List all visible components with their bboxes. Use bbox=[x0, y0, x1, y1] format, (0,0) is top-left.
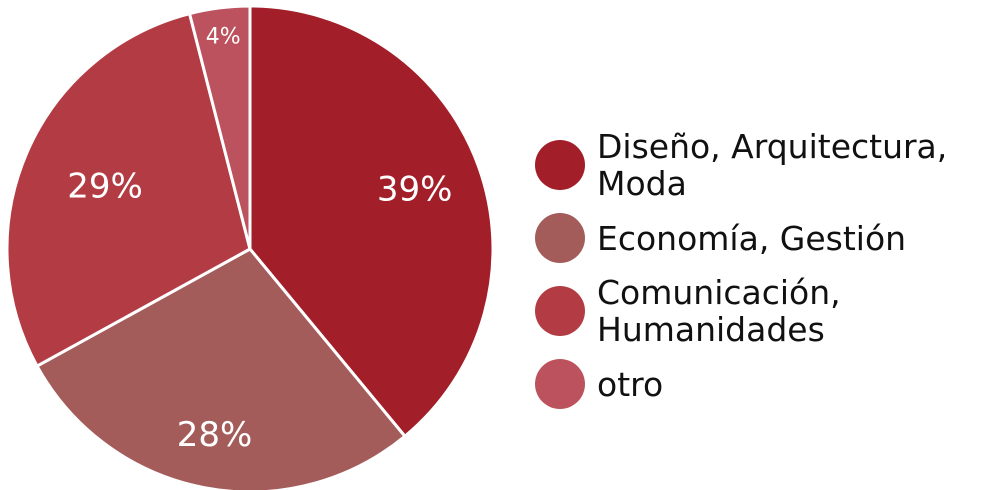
slice-value-label: 39% bbox=[377, 170, 453, 210]
legend-item: Diseño, Arquitectura, Moda bbox=[535, 128, 990, 202]
legend-swatch bbox=[535, 286, 585, 336]
slice-value-label: 28% bbox=[177, 415, 253, 455]
pie-slice bbox=[5, 11, 252, 369]
pie-slice bbox=[187, 4, 252, 250]
legend-label: Diseño, Arquitectura, Moda bbox=[597, 127, 948, 203]
legend-item: otro bbox=[535, 359, 990, 409]
legend-swatch bbox=[535, 140, 585, 190]
pie-canvas: 39% 28% 29% 4% bbox=[5, 4, 495, 490]
legend-label: Comunicación, Humanidades bbox=[597, 273, 841, 349]
pie-slice bbox=[35, 247, 408, 490]
legend: Diseño, Arquitectura, Moda Economía, Gest… bbox=[535, 128, 990, 420]
slice-value-label: 4% bbox=[206, 24, 241, 49]
legend-item: Comunicación, Humanidades bbox=[535, 274, 990, 348]
legend-swatch bbox=[535, 213, 585, 263]
pie-slices bbox=[5, 4, 495, 490]
legend-swatch bbox=[535, 359, 585, 409]
pie-slice-labels: 39% 28% 29% 4% bbox=[67, 24, 452, 455]
legend-label: Economía, Gestión bbox=[597, 218, 907, 258]
slice-value-label: 29% bbox=[67, 166, 143, 206]
legend-item: Economía, Gestión bbox=[535, 213, 990, 263]
legend-label: otro bbox=[597, 364, 664, 404]
pie-slice bbox=[248, 4, 495, 439]
